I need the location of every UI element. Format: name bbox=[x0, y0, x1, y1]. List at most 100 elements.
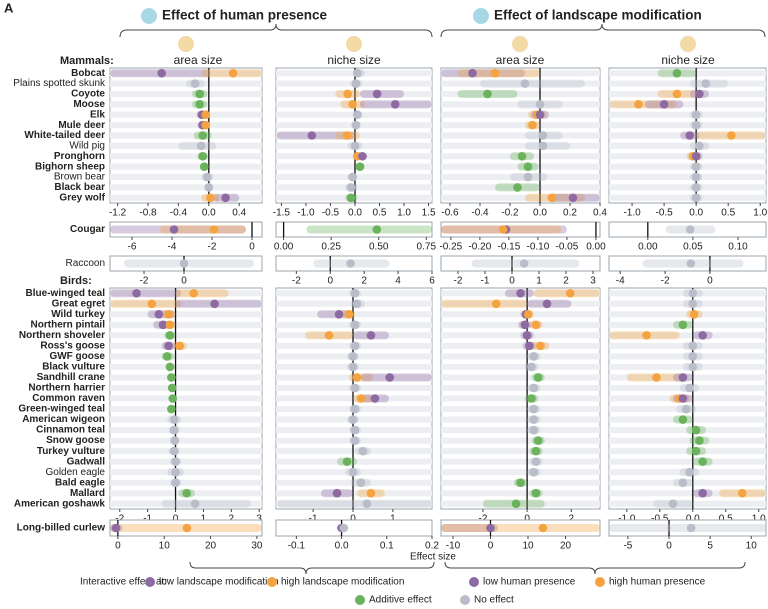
ci-bar bbox=[124, 259, 254, 268]
species-label: Green-winged teal bbox=[18, 404, 105, 415]
estimate-point bbox=[529, 404, 539, 414]
panel bbox=[275, 519, 433, 537]
estimate-point bbox=[520, 79, 530, 88]
ci-bar bbox=[110, 289, 182, 298]
column-title: niche size bbox=[327, 53, 381, 67]
estimate-point bbox=[668, 499, 678, 509]
estimate-point bbox=[531, 320, 541, 330]
legend-label: low landscape modification bbox=[159, 577, 279, 588]
species-label: Common raven bbox=[32, 393, 105, 404]
estimate-point bbox=[111, 523, 121, 533]
panel-letter: A bbox=[4, 0, 14, 15]
estimate-point bbox=[202, 172, 212, 182]
estimate-point bbox=[678, 478, 688, 487]
legend-title: Interactive effect at: bbox=[80, 577, 167, 588]
x-tick-label: 0.0 bbox=[689, 208, 703, 219]
x-tick-label: -1 bbox=[309, 514, 318, 525]
estimate-point bbox=[165, 331, 175, 340]
estimate-point bbox=[167, 373, 176, 382]
species-label: White-tailed deer bbox=[24, 130, 105, 141]
estimate-point bbox=[523, 310, 533, 319]
legend-swatch bbox=[460, 595, 470, 605]
header: Effect of landscape modification bbox=[494, 8, 702, 23]
ci-bar bbox=[609, 100, 677, 109]
x-tick-label: -0.05 bbox=[556, 242, 579, 253]
estimate-point bbox=[171, 478, 180, 487]
legend-swatch bbox=[355, 595, 365, 605]
x-tick-label: -0.1 bbox=[288, 541, 306, 552]
estimate-point bbox=[348, 172, 357, 182]
species-label: Turkey vulture bbox=[37, 446, 106, 457]
estimate-point bbox=[529, 467, 539, 477]
estimate-point bbox=[348, 352, 358, 361]
x-tick-label: -10 bbox=[446, 541, 461, 552]
estimate-point bbox=[348, 100, 357, 109]
species-label: Northern pintail bbox=[31, 319, 106, 330]
x-tick-label: 0.1 bbox=[380, 541, 394, 552]
species-label: Moose bbox=[73, 99, 105, 110]
x-tick-label: -4 bbox=[168, 242, 177, 253]
estimate-point bbox=[169, 225, 179, 234]
estimate-point bbox=[686, 259, 696, 268]
species-label: Wild pig bbox=[69, 141, 105, 152]
x-tick-label: -0.10 bbox=[527, 242, 550, 253]
species-label: Raccoon bbox=[66, 258, 105, 269]
estimate-point bbox=[169, 446, 179, 456]
estimate-point bbox=[182, 488, 191, 498]
x-tick-label: -6 bbox=[128, 242, 137, 253]
ci-bar bbox=[441, 299, 528, 308]
estimate-point bbox=[565, 288, 575, 298]
x-tick-label: 1.5 bbox=[422, 208, 436, 219]
estimate-point bbox=[353, 68, 362, 78]
estimate-point bbox=[210, 299, 219, 309]
x-tick-label: -2 bbox=[208, 242, 217, 253]
estimate-point bbox=[356, 478, 366, 487]
estimate-point bbox=[498, 225, 508, 234]
estimate-point bbox=[182, 523, 192, 533]
estimate-point bbox=[695, 141, 704, 151]
estimate-point bbox=[165, 362, 175, 372]
estimate-point bbox=[568, 193, 578, 203]
x-tick-label: 0 bbox=[488, 541, 494, 552]
estimate-point bbox=[366, 488, 376, 498]
species-label: Northern shoveler bbox=[19, 330, 105, 341]
ci-bar bbox=[480, 79, 585, 88]
estimate-point bbox=[356, 394, 366, 403]
estimate-point bbox=[483, 89, 492, 99]
species-label: Great egret bbox=[52, 298, 106, 309]
x-tick-label: 10 bbox=[522, 541, 534, 552]
estimate-point bbox=[685, 383, 694, 393]
estimate-point bbox=[350, 425, 360, 435]
legend-swatch bbox=[145, 577, 155, 587]
x-axis-label: Effect size bbox=[410, 552, 456, 563]
estimate-point bbox=[538, 523, 548, 533]
x-tick-label: 0.00 bbox=[586, 242, 606, 253]
ci-bar bbox=[441, 524, 600, 532]
species-label: Grey wolf bbox=[59, 192, 105, 203]
estimate-point bbox=[642, 331, 651, 340]
estimate-point bbox=[307, 131, 317, 140]
estimate-point bbox=[147, 299, 157, 309]
estimate-point bbox=[691, 110, 701, 120]
x-tick-label: -2 bbox=[454, 276, 463, 287]
ci-bar bbox=[359, 89, 405, 98]
estimate-point bbox=[516, 288, 525, 298]
estimate-point bbox=[198, 131, 208, 140]
species-label: Bighorn sheep bbox=[35, 161, 105, 172]
estimate-point bbox=[190, 79, 200, 88]
estimate-point bbox=[691, 162, 701, 171]
estimate-point bbox=[529, 425, 539, 435]
x-tick-label: 0.0 bbox=[686, 514, 700, 525]
estimate-point bbox=[179, 259, 189, 268]
estimate-point bbox=[370, 394, 380, 403]
x-tick-label: -2 bbox=[292, 276, 301, 287]
estimate-point bbox=[390, 100, 400, 109]
estimate-point bbox=[691, 193, 701, 203]
estimate-point bbox=[168, 394, 178, 403]
estimate-point bbox=[688, 299, 698, 309]
x-tick-label: 0.5 bbox=[721, 208, 735, 219]
estimate-point bbox=[195, 100, 204, 109]
x-tick-label: 1 bbox=[201, 514, 207, 525]
estimate-point bbox=[681, 404, 691, 414]
